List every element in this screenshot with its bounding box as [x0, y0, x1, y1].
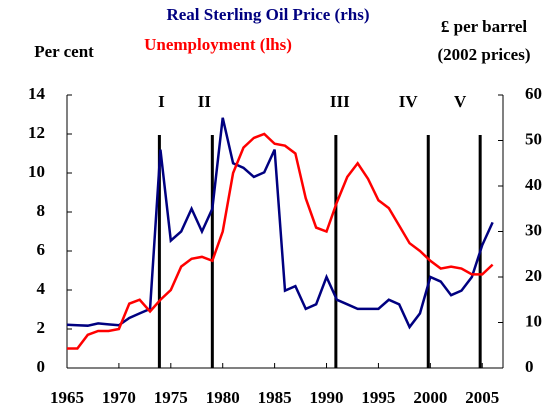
y2-tick-label: 60 — [525, 84, 542, 103]
legend-oil: Real Sterling Oil Price (rhs) — [166, 5, 369, 24]
event-label: V — [454, 92, 467, 111]
event-label: I — [158, 92, 165, 111]
event-label: II — [198, 92, 212, 111]
series-line — [66, 117, 494, 330]
x-tick-label: 1995 — [361, 388, 395, 407]
y2-axis-label: (2002 prices) — [437, 45, 530, 64]
x-tick-label: 1970 — [102, 388, 136, 407]
x-tick-label: 1985 — [258, 388, 292, 407]
y-tick-label: 12 — [28, 123, 45, 142]
y2-tick-label: 30 — [525, 220, 542, 239]
y-tick-label: 0 — [37, 357, 46, 376]
x-tick-label: 1990 — [310, 388, 344, 407]
legend-unemployment: Unemployment (lhs) — [144, 35, 292, 54]
series-line — [67, 132, 494, 350]
x-tick-label: 1965 — [50, 388, 84, 407]
event-label: III — [330, 92, 350, 111]
event-label: IV — [399, 92, 419, 111]
x-tick-label: 2005 — [465, 388, 499, 407]
y2-tick-label: 50 — [525, 129, 542, 148]
y2-tick-label: 0 — [525, 357, 534, 376]
y2-axis-label: £ per barrel — [441, 17, 528, 36]
x-tick-label: 1975 — [154, 388, 188, 407]
y-axis-label: Per cent — [34, 42, 94, 61]
y-tick-label: 6 — [37, 240, 46, 259]
y-tick-label: 8 — [37, 201, 46, 220]
y2-tick-label: 10 — [525, 311, 542, 330]
x-tick-label: 1980 — [206, 388, 240, 407]
y2-tick-label: 40 — [525, 175, 542, 194]
y-tick-label: 2 — [37, 318, 46, 337]
y-tick-label: 14 — [28, 84, 46, 103]
x-tick-label: 2000 — [413, 388, 447, 407]
y-tick-label: 4 — [37, 279, 46, 298]
y2-tick-label: 20 — [525, 266, 542, 285]
y-tick-label: 10 — [28, 162, 45, 181]
